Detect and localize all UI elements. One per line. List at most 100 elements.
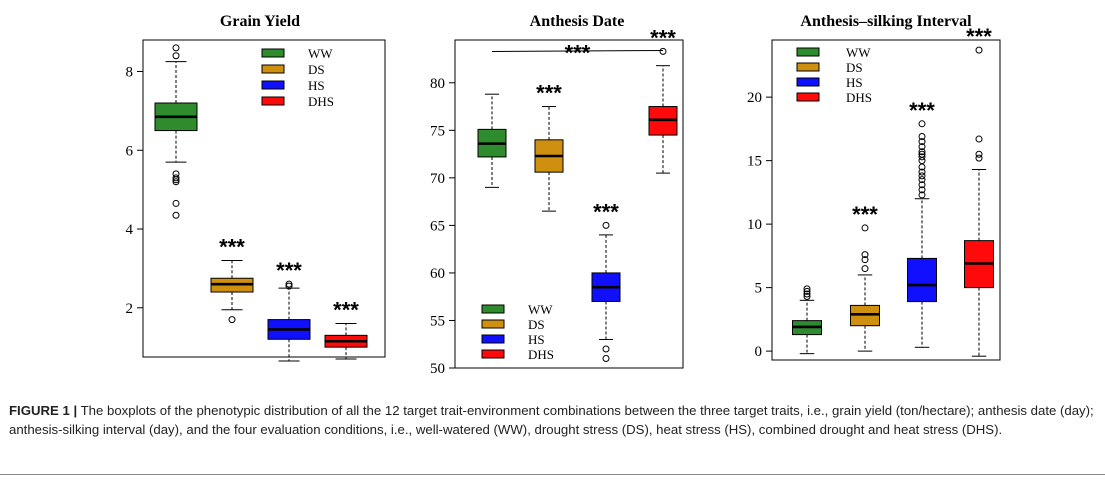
outlier-point	[975, 135, 983, 143]
y-tick-label: 5	[755, 281, 763, 297]
legend-swatch-hs	[261, 80, 285, 90]
y-tick-label: 65	[430, 218, 445, 234]
outlier-point	[172, 44, 180, 52]
plot-frame	[771, 39, 1001, 361]
y-tick-label: 0	[755, 344, 763, 360]
outlier-point	[285, 280, 293, 288]
outlier-point	[918, 153, 926, 161]
outlier-point	[975, 46, 983, 54]
outlier-point	[803, 287, 811, 295]
box-ds: ***	[534, 81, 564, 212]
box-hs: ***	[591, 199, 621, 362]
significance-label: ***	[276, 258, 302, 283]
outlier-point	[172, 176, 180, 184]
panel-title: Anthesis Date	[530, 13, 625, 30]
y-tick-label: 80	[430, 76, 445, 92]
y-tick-label: 50	[430, 361, 445, 377]
outlier-point	[918, 133, 926, 141]
legend-swatch-ds	[481, 319, 505, 329]
outlier-point	[918, 120, 926, 128]
outlier-point	[659, 47, 667, 55]
y-tick-label: 8	[126, 65, 134, 81]
legend-swatch-ds	[796, 62, 820, 72]
y-tick-label: 60	[430, 266, 445, 282]
panel-3: Anthesis–silking Interval 0 5 10 15 20 *** *** *…	[747, 13, 1001, 361]
legend-label: WW	[528, 302, 553, 317]
significance-label: ***	[852, 202, 878, 227]
outlier-point	[918, 191, 926, 199]
outlier-point	[918, 176, 926, 184]
y-tick-label: 70	[430, 171, 445, 187]
outlier-point	[285, 282, 293, 290]
legend-swatch-ww	[796, 47, 820, 57]
legend-swatch-hs	[481, 334, 505, 344]
bracket-label: ***	[565, 41, 591, 66]
comparison-bracket	[491, 50, 664, 53]
y-tick-label: 2	[126, 301, 134, 317]
outlier-point	[602, 345, 610, 353]
outlier-point	[172, 199, 180, 207]
panel-title: Grain Yield	[220, 13, 300, 30]
y-tick-label: 20	[747, 90, 762, 106]
legend-swatch-ww	[261, 48, 285, 58]
outlier-point	[803, 285, 811, 293]
outlier-point	[918, 181, 926, 189]
outlier-point	[861, 251, 869, 259]
panel-title: Anthesis–silking Interval	[800, 13, 972, 30]
legend-swatch-hs	[796, 77, 820, 87]
legend-label: WW	[846, 45, 871, 60]
outlier-point	[602, 354, 610, 362]
significance-label: ***	[219, 235, 245, 260]
outlier-point	[172, 211, 180, 219]
outlier-point	[861, 256, 869, 264]
caption-text: The boxplots of the phenotypic distribut…	[9, 403, 1094, 437]
outlier-point	[918, 172, 926, 180]
outlier-point	[228, 316, 236, 324]
significance-label: ***	[909, 98, 935, 123]
box-ds: ***	[210, 235, 254, 324]
outlier-point	[861, 224, 869, 232]
legend-label: DHS	[846, 90, 872, 105]
legend-label: HS	[308, 78, 325, 93]
legend-label: DS	[846, 60, 863, 75]
plot-frame	[454, 39, 684, 369]
outlier-point	[975, 154, 983, 162]
legend-label: DS	[308, 62, 325, 77]
figure-panels: Grain Yield2468*********WWDSHSDHSAnthesi…	[126, 13, 1001, 377]
box-ww	[792, 285, 822, 355]
bottom-rule	[0, 474, 1105, 475]
legend-label: DS	[528, 317, 545, 332]
box-hs: ***	[267, 258, 311, 362]
outlier-point	[918, 143, 926, 151]
outlier-point	[803, 290, 811, 298]
box-dhs: ***	[324, 298, 368, 360]
box-ww	[154, 44, 198, 219]
caption-label: FIGURE 1 |	[9, 403, 78, 418]
y-tick-label: 10	[747, 217, 762, 233]
y-tick-label: 75	[430, 123, 445, 139]
legend-label: DHS	[528, 347, 554, 362]
significance-label: ***	[536, 81, 562, 106]
legend-swatch-dhs	[796, 92, 820, 102]
outlier-point	[918, 168, 926, 176]
legend-swatch-ww	[481, 304, 505, 314]
outlier-point	[172, 178, 180, 186]
box-dhs: ***	[648, 25, 678, 174]
outlier-point	[918, 138, 926, 146]
legend-label: HS	[846, 75, 863, 90]
legend-swatch-dhs	[481, 349, 505, 359]
y-tick-label: 55	[430, 313, 445, 329]
outlier-point	[602, 221, 610, 229]
outlier-point	[172, 174, 180, 182]
significance-label: ***	[593, 199, 619, 224]
legend-swatch-ds	[261, 64, 285, 74]
y-tick-label: 6	[126, 143, 134, 159]
figure-caption: FIGURE 1 | The boxplots of the phenotypi…	[9, 401, 1099, 439]
significance-label: ***	[333, 298, 359, 323]
legend-label: DHS	[308, 94, 334, 109]
box-iqr	[907, 257, 937, 303]
plot-frame	[142, 39, 386, 358]
outlier-point	[918, 150, 926, 158]
